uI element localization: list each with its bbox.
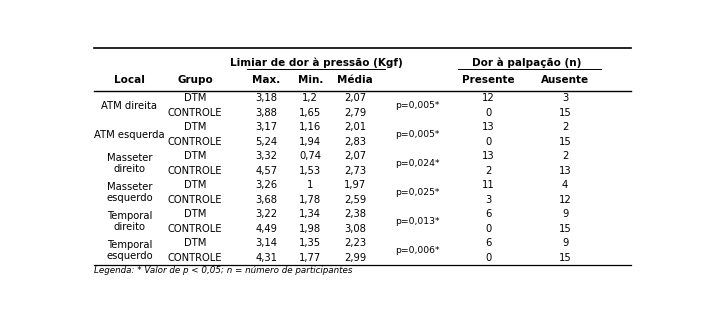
- Text: 0: 0: [485, 137, 491, 147]
- Text: p=0,024*: p=0,024*: [395, 159, 439, 168]
- Text: 2,01: 2,01: [344, 122, 366, 132]
- Text: 0,74: 0,74: [299, 151, 321, 161]
- Text: DTM: DTM: [184, 93, 206, 104]
- Text: 2: 2: [562, 151, 568, 161]
- Text: Temporal
esquerdo: Temporal esquerdo: [106, 239, 153, 261]
- Text: 15: 15: [559, 137, 571, 147]
- Text: 0: 0: [485, 224, 491, 234]
- Text: 3,17: 3,17: [255, 122, 278, 132]
- Text: 3,22: 3,22: [255, 209, 278, 219]
- Text: 6: 6: [485, 238, 491, 248]
- Text: 1,97: 1,97: [344, 180, 366, 190]
- Text: 3,88: 3,88: [255, 108, 277, 118]
- Text: p=0,025*: p=0,025*: [395, 188, 439, 197]
- Text: ATM esquerda: ATM esquerda: [94, 130, 165, 140]
- Text: CONTROLE: CONTROLE: [168, 253, 223, 262]
- Text: Max.: Max.: [252, 76, 281, 86]
- Text: 2,99: 2,99: [344, 253, 366, 262]
- Text: 5,24: 5,24: [255, 137, 278, 147]
- Text: DTM: DTM: [184, 180, 206, 190]
- Text: 1,2: 1,2: [303, 93, 318, 104]
- Text: 2,38: 2,38: [344, 209, 366, 219]
- Text: 2,73: 2,73: [344, 166, 366, 176]
- Text: 1,65: 1,65: [299, 108, 322, 118]
- Text: p=0,005*: p=0,005*: [395, 101, 439, 110]
- Text: DTM: DTM: [184, 122, 206, 132]
- Text: 6: 6: [485, 209, 491, 219]
- Text: Limiar de dor à pressão (Kgf): Limiar de dor à pressão (Kgf): [230, 57, 403, 68]
- Text: 13: 13: [482, 151, 495, 161]
- Text: 4,57: 4,57: [255, 166, 278, 176]
- Text: Ausente: Ausente: [541, 76, 589, 86]
- Text: 1,77: 1,77: [299, 253, 322, 262]
- Text: 15: 15: [559, 224, 571, 234]
- Text: 3,32: 3,32: [255, 151, 277, 161]
- Text: 2: 2: [562, 122, 568, 132]
- Text: Masseter
direito: Masseter direito: [107, 153, 152, 174]
- Text: 15: 15: [559, 253, 571, 262]
- Text: 9: 9: [562, 209, 568, 219]
- Text: 12: 12: [559, 195, 571, 205]
- Text: 1: 1: [307, 180, 313, 190]
- Text: 1,78: 1,78: [299, 195, 322, 205]
- Text: CONTROLE: CONTROLE: [168, 195, 223, 205]
- Text: Média: Média: [337, 76, 373, 86]
- Text: CONTROLE: CONTROLE: [168, 224, 223, 234]
- Text: Local: Local: [114, 76, 145, 86]
- Text: Min.: Min.: [298, 76, 323, 86]
- Text: DTM: DTM: [184, 209, 206, 219]
- Text: ATM direita: ATM direita: [102, 101, 158, 111]
- Text: 9: 9: [562, 238, 568, 248]
- Text: 1,98: 1,98: [299, 224, 322, 234]
- Text: CONTROLE: CONTROLE: [168, 108, 223, 118]
- Text: 11: 11: [482, 180, 495, 190]
- Text: DTM: DTM: [184, 151, 206, 161]
- Text: p=0,006*: p=0,006*: [395, 246, 439, 255]
- Text: CONTROLE: CONTROLE: [168, 137, 223, 147]
- Text: 3,14: 3,14: [255, 238, 277, 248]
- Text: 3: 3: [562, 93, 568, 104]
- Text: 15: 15: [559, 108, 571, 118]
- Text: Masseter
esquerdo: Masseter esquerdo: [106, 182, 153, 203]
- Text: 1,94: 1,94: [299, 137, 322, 147]
- Text: Dor à palpação (n): Dor à palpação (n): [472, 57, 581, 68]
- Text: 3: 3: [485, 195, 491, 205]
- Text: 13: 13: [482, 122, 495, 132]
- Text: CONTROLE: CONTROLE: [168, 166, 223, 176]
- Text: Presente: Presente: [462, 76, 515, 86]
- Text: 2: 2: [485, 166, 491, 176]
- Text: 1,16: 1,16: [299, 122, 322, 132]
- Text: 0: 0: [485, 108, 491, 118]
- Text: 0: 0: [485, 253, 491, 262]
- Text: 3,08: 3,08: [344, 224, 366, 234]
- Text: 4,49: 4,49: [255, 224, 277, 234]
- Text: Grupo: Grupo: [177, 76, 213, 86]
- Text: 12: 12: [482, 93, 495, 104]
- Text: 4,31: 4,31: [255, 253, 277, 262]
- Text: 2,07: 2,07: [344, 93, 366, 104]
- Text: p=0,005*: p=0,005*: [395, 130, 439, 139]
- Text: 2,07: 2,07: [344, 151, 366, 161]
- Text: 13: 13: [559, 166, 571, 176]
- Text: 1,35: 1,35: [299, 238, 322, 248]
- Text: 2,23: 2,23: [344, 238, 366, 248]
- Text: 2,79: 2,79: [344, 108, 366, 118]
- Text: Temporal
direito: Temporal direito: [107, 211, 152, 232]
- Text: 4: 4: [562, 180, 568, 190]
- Text: Legenda: * Valor de p < 0,05; n = número de participantes: Legenda: * Valor de p < 0,05; n = número…: [94, 266, 352, 275]
- Text: 3,18: 3,18: [255, 93, 277, 104]
- Text: 1,34: 1,34: [299, 209, 321, 219]
- Text: p=0,013*: p=0,013*: [395, 217, 439, 226]
- Text: 3,26: 3,26: [255, 180, 278, 190]
- Text: 2,83: 2,83: [344, 137, 366, 147]
- Text: DTM: DTM: [184, 238, 206, 248]
- Text: 2,59: 2,59: [344, 195, 366, 205]
- Text: 1,53: 1,53: [299, 166, 322, 176]
- Text: 3,68: 3,68: [255, 195, 277, 205]
